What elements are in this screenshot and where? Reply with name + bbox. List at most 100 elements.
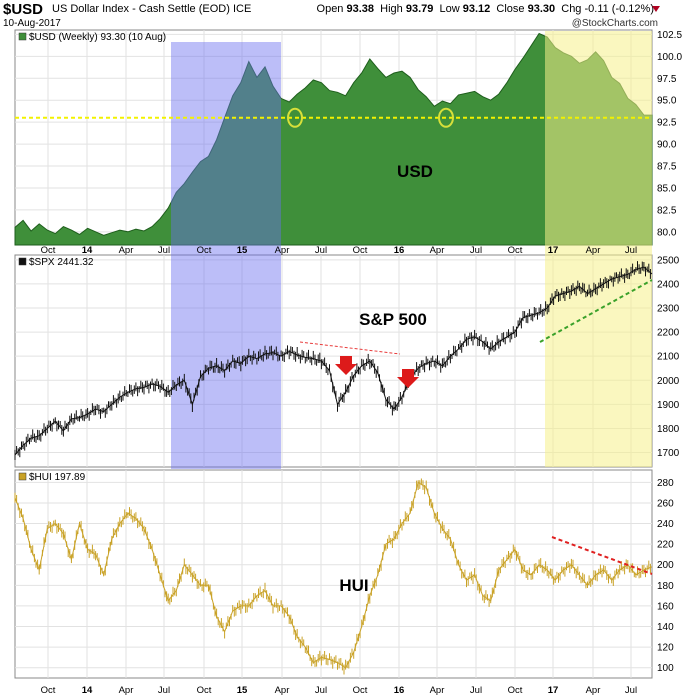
- hui-y-tick-label: 100: [657, 663, 674, 674]
- hui-x-tick-label: Jul: [470, 685, 482, 696]
- hui-x-tick-label: Apr: [119, 685, 134, 696]
- usd-x-tick-label: 16: [394, 245, 405, 256]
- highlight-band-yellow: [545, 31, 652, 467]
- high-label: High: [380, 3, 403, 15]
- hui-x-tick-label: 16: [394, 685, 405, 696]
- usd-x-tick-label: Oct: [353, 245, 368, 256]
- hui-resistance-trendline: [551, 536, 653, 575]
- chg-value: -0.11 (-0.12%): [584, 3, 655, 15]
- hui-y-tick-label: 240: [657, 519, 674, 530]
- usd-circle-low-2: [438, 107, 454, 128]
- spx-panel-legend: $SPX 2441.32: [29, 257, 94, 268]
- hui-x-tick-label: 17: [548, 685, 559, 696]
- usd-x-tick-label: Jul: [625, 245, 637, 256]
- hui-x-tick-label: Apr: [586, 685, 601, 696]
- hui-x-tick-label: Oct: [41, 685, 56, 696]
- usd-y-tick-label: 85.0: [657, 183, 677, 194]
- spx-support-trendline: [539, 279, 653, 343]
- usd-x-tick-label: Oct: [197, 245, 212, 256]
- red-arrow-down-icon: [397, 369, 419, 388]
- red-arrow-down-icon: [335, 356, 357, 375]
- usd-y-tick-label: 95.0: [657, 96, 677, 107]
- usd-y-tick-label: 97.5: [657, 74, 677, 85]
- legend-swatch-icon: [18, 32, 27, 41]
- spx-y-tick-label: 2400: [657, 279, 680, 290]
- usd-x-tick-label: 14: [82, 245, 93, 256]
- spx-y-tick-label: 2200: [657, 328, 680, 339]
- usd-x-tick-label: Apr: [275, 245, 290, 256]
- hui-x-tick-label: Jul: [315, 685, 327, 696]
- hui-x-tick-label: Oct: [197, 685, 212, 696]
- high-value: 93.79: [405, 3, 434, 15]
- down-triangle-icon: [652, 6, 660, 12]
- symbol-title: $USD: [3, 1, 44, 18]
- usd-y-tick-label: 102.5: [657, 30, 682, 41]
- hui-y-tick-label: 180: [657, 581, 674, 592]
- usd-x-tick-label: Oct: [508, 245, 523, 256]
- hui-x-tick-label: 15: [237, 685, 248, 696]
- usd-y-tick-label: 90.0: [657, 140, 677, 151]
- spx-y-tick-label: 2000: [657, 376, 680, 387]
- usd-panel-legend: $USD (Weekly) 93.30 (10 Aug): [29, 32, 166, 43]
- chg-label: Chg: [561, 3, 582, 15]
- usd-x-tick-label: 15: [237, 245, 248, 256]
- spx-annotation: S&P 500: [359, 310, 427, 329]
- usd-x-tick-label: Apr: [119, 245, 134, 256]
- hui-y-tick-label: 160: [657, 601, 674, 612]
- usd-y-tick-label: 80.0: [657, 227, 677, 238]
- spx-y-tick-label: 1800: [657, 424, 680, 435]
- open-value: 93.38: [346, 3, 375, 15]
- hui-panel-legend: $HUI 197.89: [29, 472, 86, 483]
- spx-y-tick-label: 1700: [657, 448, 680, 459]
- hui-y-tick-label: 200: [657, 560, 674, 571]
- usd-x-tick-label: 17: [548, 245, 559, 256]
- hui-x-tick-label: Oct: [508, 685, 523, 696]
- close-label: Close: [496, 3, 525, 15]
- low-label: Low: [439, 3, 460, 15]
- hui-annotation: HUI: [339, 576, 368, 595]
- hui-x-tick-label: Apr: [275, 685, 290, 696]
- usd-x-tick-label: Oct: [41, 245, 56, 256]
- usd-annotation: USD: [397, 162, 433, 181]
- hui-x-tick-label: Jul: [625, 685, 637, 696]
- close-value: 93.30: [527, 3, 556, 15]
- hui-price-series-line: [14, 481, 653, 669]
- usd-x-tick-label: Jul: [158, 245, 170, 256]
- chart-header: $USD US Dollar Index - Cash Settle (EOD)…: [0, 0, 700, 30]
- panel-frame-2: [14, 469, 653, 679]
- usd-x-tick-label: Apr: [586, 245, 601, 256]
- legend-swatch-icon: [18, 257, 27, 266]
- quote-values: Open 93.38 High 93.79 Low 93.12 Close 93…: [317, 3, 654, 15]
- brand-watermark: @StockCharts.com: [571, 18, 658, 29]
- hui-x-tick-label: Jul: [158, 685, 170, 696]
- spx-price-series-line: [14, 266, 653, 456]
- usd-y-tick-label: 87.5: [657, 162, 677, 173]
- hui-y-tick-label: 260: [657, 498, 674, 509]
- usd-y-tick-label: 92.5: [657, 118, 677, 129]
- hui-y-tick-label: 140: [657, 622, 674, 633]
- low-value: 93.12: [462, 3, 491, 15]
- spx-y-tick-label: 2300: [657, 304, 680, 315]
- hui-y-tick-label: 220: [657, 540, 674, 551]
- open-label: Open: [316, 3, 344, 15]
- usd-y-tick-label: 100.0: [657, 52, 682, 63]
- hui-y-tick-label: 280: [657, 478, 674, 489]
- spx-trend-line-top: [299, 341, 401, 355]
- usd-circle-low-1: [287, 107, 303, 128]
- hui-y-tick-label: 120: [657, 643, 674, 654]
- usd-x-tick-label: Jul: [470, 245, 482, 256]
- quote-date: 10-Aug-2017: [3, 18, 61, 29]
- legend-swatch-icon: [18, 472, 27, 481]
- hui-x-tick-label: Oct: [353, 685, 368, 696]
- highlight-band-blue: [171, 42, 281, 469]
- spx-y-tick-label: 2100: [657, 352, 680, 363]
- usd-x-tick-label: Jul: [315, 245, 327, 256]
- usd-y-tick-label: 82.5: [657, 205, 677, 216]
- hui-x-tick-label: Apr: [430, 685, 445, 696]
- usd-x-tick-label: Apr: [430, 245, 445, 256]
- spx-y-tick-label: 1900: [657, 400, 680, 411]
- spx-y-tick-label: 2500: [657, 255, 680, 266]
- hui-x-tick-label: 14: [82, 685, 93, 696]
- symbol-description: US Dollar Index - Cash Settle (EOD) ICE: [52, 3, 252, 15]
